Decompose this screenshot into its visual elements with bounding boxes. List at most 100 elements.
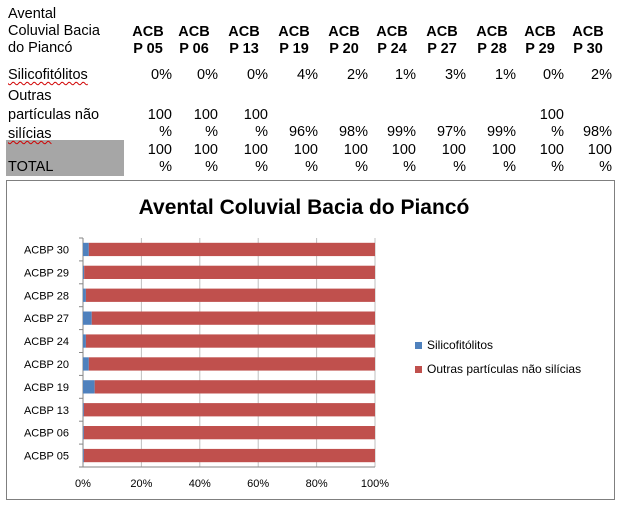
cell-total: % xyxy=(205,159,218,175)
cell-total: % xyxy=(599,159,612,175)
bar-outras xyxy=(83,426,375,440)
x-tick-label: 20% xyxy=(130,478,152,490)
column-header: P 28 xyxy=(477,41,507,57)
cell-silicofitolitos: 0% xyxy=(197,67,218,83)
cell-total: 100 xyxy=(441,142,466,158)
legend-swatch xyxy=(415,366,422,373)
cell-total: % xyxy=(551,159,564,175)
cell-total: 100 xyxy=(193,142,218,158)
cell-total: % xyxy=(355,159,368,175)
row-label-total: TOTAL xyxy=(8,159,54,175)
y-tick-label: ACBP 24 xyxy=(24,336,69,348)
column-header: P 24 xyxy=(377,41,407,57)
column-header: ACB xyxy=(426,24,458,40)
x-tick-label: 40% xyxy=(189,478,211,490)
bar-silicofitolitos xyxy=(83,242,89,257)
chart-svg: Avental Coluvial Bacia do Piancó 0% 20% 40%… xyxy=(24,196,581,490)
bar-outras xyxy=(84,265,375,279)
legend-label: Silicofitólitos xyxy=(427,338,493,352)
y-tick-label: ACBP 19 xyxy=(24,382,69,394)
column-header: ACB xyxy=(178,24,210,40)
bar-silicofitolitos xyxy=(83,265,85,279)
bar-outras xyxy=(85,288,376,302)
y-tick-label: ACBP 13 xyxy=(24,405,69,417)
cell-total: % xyxy=(159,159,172,175)
cell-total: % xyxy=(255,159,268,175)
bar-outras xyxy=(91,311,375,325)
bar-outras xyxy=(85,334,376,348)
x-tick-label: 100% xyxy=(361,478,389,490)
legend-swatch xyxy=(415,342,422,349)
y-tick-label: ACBP 20 xyxy=(24,359,69,371)
bar-silicofitolitos xyxy=(83,448,84,463)
column-header: P 29 xyxy=(525,41,555,57)
row-label-outras: partículas não xyxy=(8,107,100,123)
cell-outras: 100 xyxy=(539,107,564,123)
bar-outras xyxy=(88,242,375,257)
bar-outras xyxy=(83,448,375,463)
column-header: P 27 xyxy=(427,41,457,57)
total-label-fill xyxy=(6,140,124,176)
cell-outras: 99% xyxy=(486,124,516,140)
column-header: ACB xyxy=(376,24,408,40)
column-header: P 06 xyxy=(179,41,209,57)
legend-label: Outras partículas não silícias xyxy=(427,362,581,376)
bar-silicofitolitos xyxy=(83,426,84,440)
column-header: ACB xyxy=(572,24,604,40)
bar-silicofitolitos xyxy=(83,380,95,394)
cell-silicofitolitos: 0% xyxy=(247,67,268,83)
cell-total: 100 xyxy=(539,142,564,158)
y-tick-label: ACBP 27 xyxy=(24,313,69,325)
bar-silicofitolitos xyxy=(83,334,86,348)
bar-silicofitolitos xyxy=(83,288,86,302)
column-header: P 05 xyxy=(133,41,163,57)
x-tick-label: 60% xyxy=(247,478,269,490)
cell-total: 100 xyxy=(391,142,416,158)
cell-outras: 98% xyxy=(582,124,612,140)
column-header: P 13 xyxy=(229,41,259,57)
cell-silicofitolitos: 1% xyxy=(495,67,516,83)
cell-total: 100 xyxy=(587,142,612,158)
cell-total: 100 xyxy=(293,142,318,158)
table-title-line: Coluvial Bacia xyxy=(8,23,100,39)
cell-total: 100 xyxy=(147,142,172,158)
cell-outras: 97% xyxy=(436,124,466,140)
column-header: ACB xyxy=(132,24,164,40)
column-header: P 19 xyxy=(279,41,309,57)
cell-silicofitolitos: 0% xyxy=(543,67,564,83)
y-tick-label: ACBP 28 xyxy=(24,290,69,302)
column-header: P 30 xyxy=(573,41,603,57)
cell-total: 100 xyxy=(243,142,268,158)
cell-outras: 98% xyxy=(338,124,368,140)
bar-silicofitolitos xyxy=(83,403,84,417)
x-tick-label: 0% xyxy=(75,478,91,490)
chart-area: Avental Coluvial Bacia do Piancó 0% 20% 40%… xyxy=(6,180,615,500)
cell-outras: % xyxy=(255,124,268,140)
cell-total: % xyxy=(305,159,318,175)
table-title-line: do Piancó xyxy=(8,40,73,56)
bar-outras xyxy=(83,403,375,417)
row-label-outras: silícias xyxy=(8,126,52,142)
y-tick-label: ACBP 06 xyxy=(24,428,69,440)
row-label-silicofitolitos: Silicofitólitos xyxy=(8,67,88,83)
cell-outras: 99% xyxy=(386,124,416,140)
spreadsheet-table: Avental Coluvial Bacia do Piancó ACB P 05 ACB… xyxy=(6,4,616,176)
x-tick-label: 80% xyxy=(306,478,328,490)
bar-silicofitolitos xyxy=(83,311,92,325)
cell-outras: % xyxy=(205,124,218,140)
cell-silicofitolitos: 4% xyxy=(297,67,318,83)
cell-total: 100 xyxy=(343,142,368,158)
column-header: ACB xyxy=(524,24,556,40)
cell-outras: 96% xyxy=(288,124,318,140)
cell-silicofitolitos: 1% xyxy=(395,67,416,83)
cell-total: 100 xyxy=(491,142,516,158)
column-header: P 20 xyxy=(329,41,359,57)
bar-silicofitolitos xyxy=(83,357,89,371)
cell-silicofitolitos: 0% xyxy=(151,67,172,83)
bar-outras xyxy=(88,357,375,371)
y-tick-label: ACBP 29 xyxy=(24,267,69,279)
cell-outras: 100 xyxy=(193,107,218,123)
cell-outras: % xyxy=(159,124,172,140)
cell-silicofitolitos: 2% xyxy=(347,67,368,83)
column-header: ACB xyxy=(278,24,310,40)
